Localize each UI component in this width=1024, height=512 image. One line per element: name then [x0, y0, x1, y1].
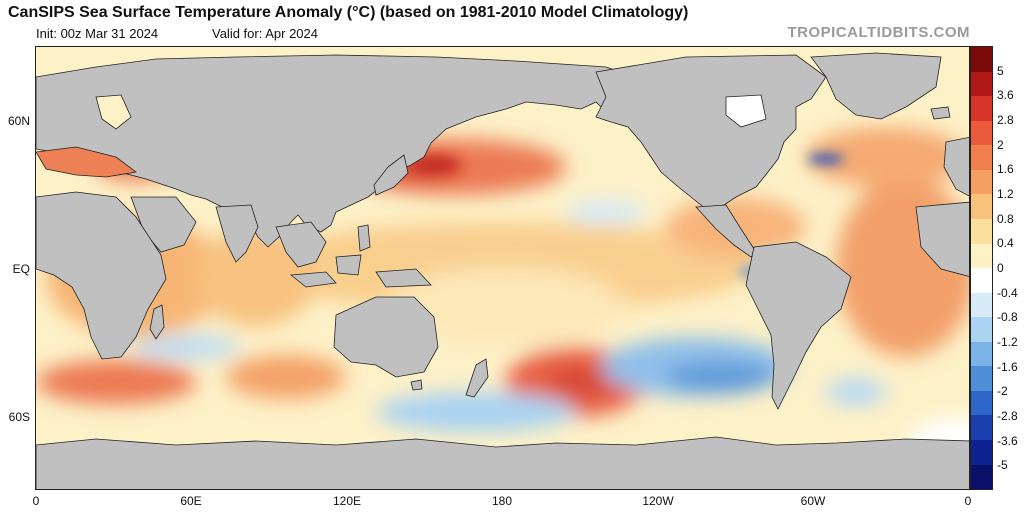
lon-label-60e: 60E	[180, 494, 202, 508]
colorbar-tick-label: 0	[997, 261, 1004, 275]
colorbar-tick-label: 2.8	[997, 113, 1014, 127]
lon-label-120e: 120E	[332, 494, 362, 508]
land-australia	[333, 296, 439, 378]
lon-label-0-east: 0	[964, 494, 972, 508]
colorbar-tick-label: -2.8	[997, 409, 1018, 423]
land-antarctica	[36, 436, 969, 489]
land-greenland	[810, 52, 942, 120]
baltic-sea	[95, 94, 132, 130]
land-new-zealand	[465, 358, 489, 398]
colorbar-segment	[971, 71, 992, 97]
colorbar-segment	[971, 464, 992, 490]
colorbar-tick-label: -1.2	[997, 335, 1018, 349]
map-title: CanSIPS Sea Surface Temperature Anomaly …	[8, 4, 689, 21]
land-new-guinea	[375, 268, 432, 288]
lon-label-120w: 120W	[642, 494, 674, 508]
lat-label-60n: 60N	[7, 114, 30, 128]
mediterranean-sea	[36, 146, 137, 178]
colorbar-tick-label: 5	[997, 63, 1004, 78]
land-south-america	[745, 241, 852, 410]
colorbar-segment	[971, 243, 992, 269]
colorbar-segment	[971, 366, 992, 391]
valid-time: Valid for: Apr 2024	[212, 26, 318, 41]
colorbar-segment	[971, 440, 992, 465]
colorbar-tick-label: 0.4	[997, 236, 1014, 251]
lon-label-0: 0	[32, 494, 40, 508]
land-india	[215, 204, 259, 263]
land-philippines	[357, 224, 371, 252]
colorbar-segment	[971, 390, 992, 416]
land-borneo	[335, 254, 362, 276]
init-time: Init: 00z Mar 31 2024	[36, 26, 159, 41]
colorbar-tick-label: 1.6	[997, 162, 1014, 177]
header: CanSIPS Sea Surface Temperature Anomaly …	[0, 0, 1024, 46]
colorbar-tick-label: -1.6	[997, 359, 1018, 374]
land-europe-west	[943, 136, 969, 197]
colorbar-tick-label: 1.2	[997, 187, 1014, 201]
lon-label-180: 180	[491, 494, 513, 508]
colorbar-segment	[971, 341, 992, 367]
land-north-america	[595, 54, 827, 210]
colorbar-segment	[971, 169, 992, 195]
land-tasmania	[410, 379, 423, 391]
land-sumatra-java	[289, 271, 337, 288]
land-iceland	[930, 106, 951, 120]
colorbar-segment	[971, 415, 992, 440]
colorbar-tick-label: -2	[997, 384, 1008, 399]
colorbar-tick-label: 3.6	[997, 88, 1014, 103]
colorbar-tick-label: -0.4	[997, 285, 1018, 300]
colorbar-segment	[971, 145, 992, 170]
site-brand[interactable]: TROPICALTIDBITS.COM	[787, 24, 970, 41]
colorbar-tick-label: 2	[997, 137, 1004, 152]
colorbar-segment	[971, 268, 992, 293]
land-indochina	[275, 221, 327, 268]
lon-label-60w: 60W	[800, 494, 826, 508]
lat-label-60s: 60S	[8, 410, 30, 424]
colorbar-segment	[971, 218, 992, 244]
land-madagascar	[149, 304, 165, 340]
colorbar-tick-label: 0.8	[997, 211, 1014, 226]
map-svg	[36, 47, 969, 489]
colorbar-segment	[971, 120, 992, 146]
land-japan	[373, 154, 409, 196]
colorbar	[970, 46, 993, 490]
sst-anomaly-map	[35, 46, 970, 490]
land-africa	[36, 191, 167, 360]
colorbar-segment	[971, 292, 992, 318]
lat-label-eq: EQ	[12, 262, 30, 276]
colorbar-segment	[971, 194, 992, 219]
colorbar-tick-label: -5	[997, 458, 1008, 473]
landmasses	[36, 52, 969, 410]
colorbar-segment	[971, 47, 992, 72]
land-africa-west	[915, 201, 969, 277]
colorbar-segment	[971, 317, 992, 342]
colorbar-segment	[971, 96, 992, 121]
anomaly-extremes	[411, 154, 844, 277]
colorbar-tick-label: -3.6	[997, 433, 1018, 448]
hudson-bay	[725, 94, 767, 128]
colorbar-tick-label: -0.8	[997, 310, 1018, 325]
